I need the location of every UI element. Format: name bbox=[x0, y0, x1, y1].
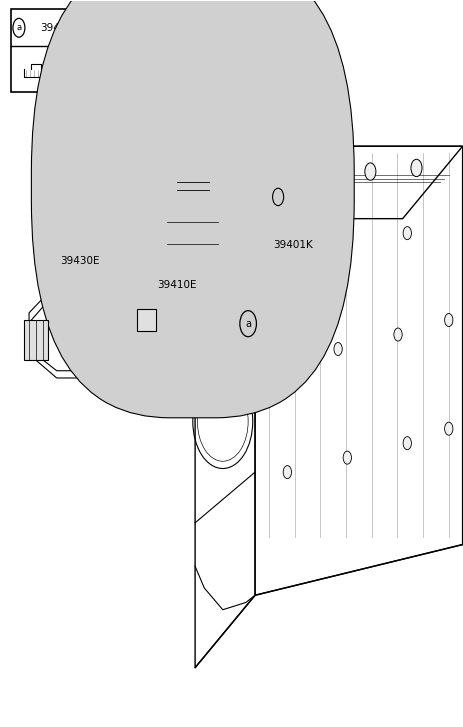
Circle shape bbox=[273, 357, 282, 370]
Circle shape bbox=[444, 313, 452, 326]
Circle shape bbox=[282, 256, 291, 269]
FancyBboxPatch shape bbox=[167, 201, 218, 266]
Bar bbox=[11, 9, 181, 92]
Circle shape bbox=[393, 328, 401, 341]
Polygon shape bbox=[199, 305, 227, 385]
FancyBboxPatch shape bbox=[31, 0, 353, 418]
Circle shape bbox=[333, 342, 342, 356]
Text: 39410C: 39410C bbox=[40, 23, 81, 33]
Bar bbox=[25, 320, 47, 360]
Circle shape bbox=[402, 227, 411, 240]
Circle shape bbox=[318, 166, 329, 184]
Circle shape bbox=[402, 437, 411, 450]
Circle shape bbox=[364, 163, 375, 180]
Text: 39410E: 39410E bbox=[156, 280, 196, 290]
Circle shape bbox=[343, 451, 350, 464]
Text: 39401K: 39401K bbox=[273, 241, 313, 250]
Circle shape bbox=[272, 170, 283, 188]
Circle shape bbox=[282, 465, 291, 478]
Text: a: a bbox=[16, 23, 21, 32]
Bar bbox=[137, 309, 156, 331]
Text: 1140EJ: 1140EJ bbox=[105, 23, 141, 33]
Text: 39430E: 39430E bbox=[60, 256, 100, 266]
Circle shape bbox=[444, 422, 452, 435]
Circle shape bbox=[343, 241, 350, 254]
Circle shape bbox=[410, 159, 421, 177]
Text: a: a bbox=[244, 318, 250, 329]
